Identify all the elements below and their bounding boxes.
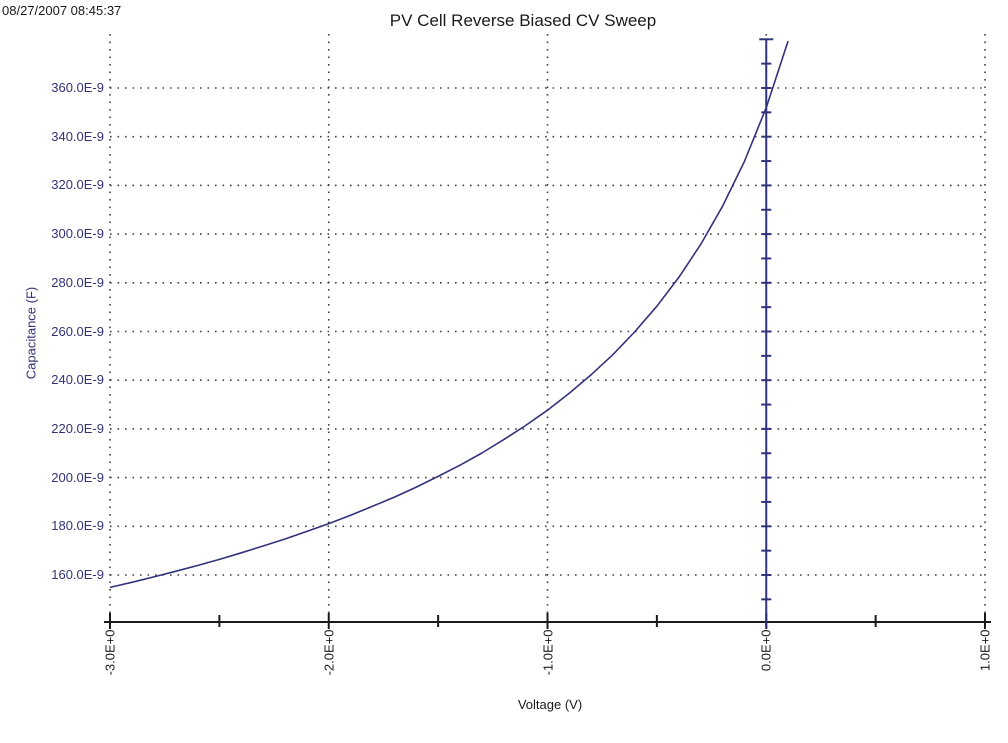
x-axis-title: Voltage (V) [517, 697, 583, 712]
x-tick-label: -1.0E+0 [540, 629, 555, 676]
y-tick-label: 320.0E-9 [51, 177, 104, 193]
x-tick-label: -2.0E+0 [321, 629, 337, 676]
y-tick-label: 260.0E-9 [51, 323, 104, 339]
y-tick-label: 160.0E-9 [51, 567, 104, 582]
y-tick-label: 340.0E-9 [51, 128, 104, 144]
y-tick-label: 220.0E-9 [51, 420, 104, 436]
x-tick-label: 0.0E+0 [758, 629, 774, 672]
cv-curve [109, 40, 789, 589]
x-tick-label: -3.0E+0 [102, 629, 118, 676]
chart-title: PV Cell Reverse Biased CV Sweep [389, 11, 657, 30]
y-tick-label: 300.0E-9 [51, 226, 104, 242]
y-tick-label: 360.0E-9 [51, 80, 104, 95]
timestamp: 08/27/2007 08:45:37 [2, 3, 122, 18]
y-tick-label: 200.0E-9 [51, 469, 104, 485]
y-tick-label: 240.0E-9 [51, 372, 104, 388]
y-tick-label: 280.0E-9 [51, 274, 104, 290]
x-tick-label: 1.0E+0 [977, 629, 993, 672]
y-tick-label: 180.0E-9 [51, 518, 104, 534]
